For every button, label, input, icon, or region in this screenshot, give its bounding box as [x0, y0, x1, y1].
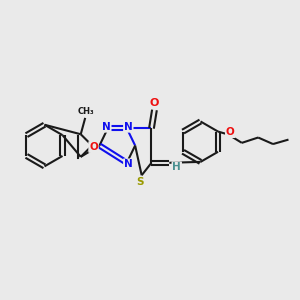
Text: N: N — [102, 122, 111, 132]
Text: H: H — [172, 162, 181, 172]
Text: O: O — [150, 98, 159, 108]
Text: O: O — [89, 142, 98, 152]
Text: N: N — [124, 159, 133, 169]
Text: O: O — [226, 127, 235, 137]
Text: N: N — [124, 122, 133, 132]
Text: CH₃: CH₃ — [77, 107, 94, 116]
Text: S: S — [136, 177, 144, 187]
